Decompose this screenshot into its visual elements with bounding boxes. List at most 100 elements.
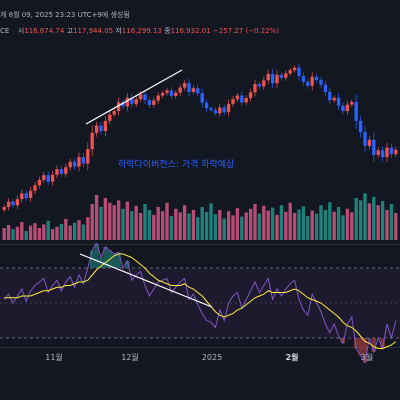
rsi-ma-line [4,253,397,349]
volume-bar [77,220,81,240]
candle-body [103,120,108,132]
volume-bar [297,209,301,240]
volume-bar [64,219,68,240]
volume-bar [389,204,394,240]
volume-bar [332,211,336,240]
candle-body [288,70,292,74]
volume-bar [279,205,284,240]
candle-body [86,149,90,164]
candle-body [310,76,314,86]
volume-bar [81,224,86,240]
volume-bar [11,229,15,240]
candle-body [275,74,279,84]
close-value: 116,932.01 [170,27,211,35]
candle-body [301,75,306,82]
candle-body [262,80,266,87]
candle-body [152,100,156,105]
candle-body [297,67,301,76]
candle-body [68,161,72,168]
candle-body [196,88,200,94]
volume-bar [367,203,372,240]
candle-body [24,193,28,198]
volume-bar [121,208,125,240]
candle-body [257,83,262,87]
volume-bar [292,213,297,240]
volume-bar [28,225,33,240]
candle-body [77,157,81,167]
candle-body [314,76,319,80]
volume-bar [37,228,42,240]
candle-body [182,83,187,88]
rsi-oversold-fill [358,338,363,356]
candle-body [385,147,389,158]
close-label: 종 [164,27,171,35]
volume-bar [345,208,350,240]
low-label: 저 [115,27,122,35]
rsi-oversold-fill [380,338,385,349]
volume-bar [376,205,380,240]
volume-bar [372,196,376,240]
volume-bar [42,224,46,240]
volume-bar [6,225,11,240]
volume-bar [138,213,143,240]
volume-bar [174,208,178,240]
volume-bar [385,210,389,240]
candle-body [46,175,50,182]
candle-body [332,97,336,101]
volume-bar [2,228,6,240]
candle-body [6,201,11,208]
volume-bar [222,218,226,240]
volume-bar [68,225,72,240]
candle-body [218,107,222,114]
candle-body [20,193,24,200]
candle-body [372,139,376,155]
candle-body [50,174,55,182]
volume-bar [301,206,306,240]
candle-body [292,67,297,71]
volume-bar [196,217,200,240]
volume-bar [112,205,116,240]
candle-body [226,103,231,113]
candle-body [244,98,248,103]
candle-body [341,105,345,112]
volume-bar [191,210,196,240]
candle-body [266,73,270,81]
volume-bar [94,195,99,240]
x-tick: 2월 [285,353,299,362]
volume-bar [99,207,103,240]
volume-bar [209,203,213,240]
candle-body [279,74,284,78]
volume-bar [275,214,279,240]
candle-body [367,139,372,146]
volume-bar [248,208,253,240]
volume-bar [253,204,257,240]
candle-body [42,175,46,180]
candle-body [143,94,147,101]
candle-body [112,111,116,115]
volume-bar [125,201,130,240]
candle-body [319,79,323,85]
candle-body [253,83,257,93]
candle-body [350,102,354,105]
volume-bar [50,229,55,240]
volume-bar [257,213,262,240]
volume-bar [59,223,64,240]
volume-bar [165,202,169,240]
candle-body [169,90,174,96]
candle-body [240,95,244,103]
candle-body [209,108,213,111]
volume-bar [350,212,354,240]
volume-bar [270,207,275,240]
volume-bar [358,200,363,240]
candle-body [130,97,134,104]
candle-body [121,102,125,107]
candle-body [125,97,130,107]
volume-bar [266,210,270,240]
candle-body [64,167,68,174]
rsi-overbought-fill [116,252,121,268]
volume-bar [394,213,398,240]
candle-body [213,110,218,114]
volume-bar [218,210,222,240]
candle-body [81,157,86,164]
